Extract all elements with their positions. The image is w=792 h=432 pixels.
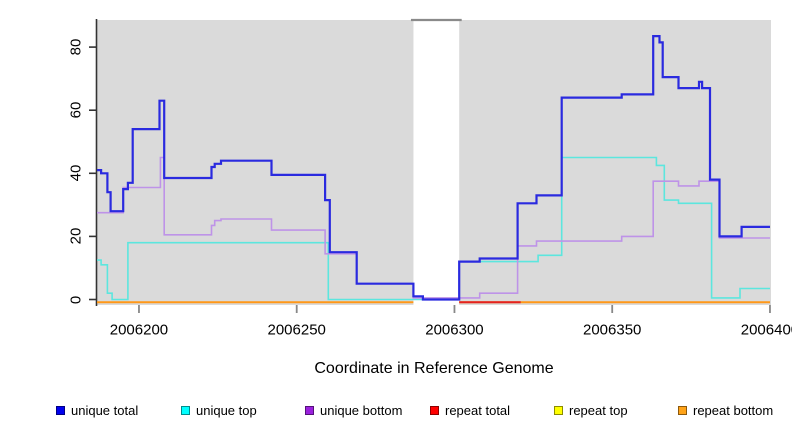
x-axis-title: Coordinate in Reference Genome — [314, 360, 554, 377]
legend-swatch — [56, 406, 65, 415]
x-tick-label: 2006300 — [425, 321, 484, 339]
y-tick-label: 0 — [67, 295, 85, 304]
legend-label: repeat top — [569, 403, 628, 418]
x-tick-label: 2006350 — [583, 321, 642, 339]
x-tick-label: 2006200 — [109, 321, 169, 339]
legend-item-repeat-bottom: repeat bottom — [678, 403, 773, 418]
y-tick-label: 80 — [67, 38, 85, 56]
x-tick-label: 2006400 — [740, 321, 792, 339]
legend-item-unique-bottom: unique bottom — [305, 403, 402, 418]
legend-item-unique-top: unique top — [181, 403, 257, 418]
legend-label: unique total — [71, 403, 139, 418]
y-tick-label: 40 — [67, 164, 85, 182]
legend-label: unique bottom — [320, 403, 403, 418]
legend-label: repeat bottom — [693, 403, 774, 418]
legend-item-unique-total: unique total — [56, 403, 138, 418]
series-line-unique-top — [97, 156, 770, 301]
legend-swatch — [181, 406, 190, 415]
y-tick-label: 20 — [67, 228, 85, 245]
series-line-unique-total — [97, 35, 770, 301]
legend-swatch — [430, 406, 439, 415]
y-tick-label: 60 — [67, 101, 85, 119]
x-tick-label: 2006250 — [267, 321, 326, 339]
legend-label: unique top — [196, 403, 257, 418]
legend-swatch — [678, 406, 687, 415]
legend-swatch — [305, 406, 314, 415]
masked-region — [413, 20, 460, 305]
legend-item-repeat-total: repeat total — [430, 403, 510, 418]
legend-swatch — [554, 406, 563, 415]
legend-item-repeat-top: repeat top — [554, 403, 628, 418]
legend-label: repeat total — [445, 403, 511, 418]
